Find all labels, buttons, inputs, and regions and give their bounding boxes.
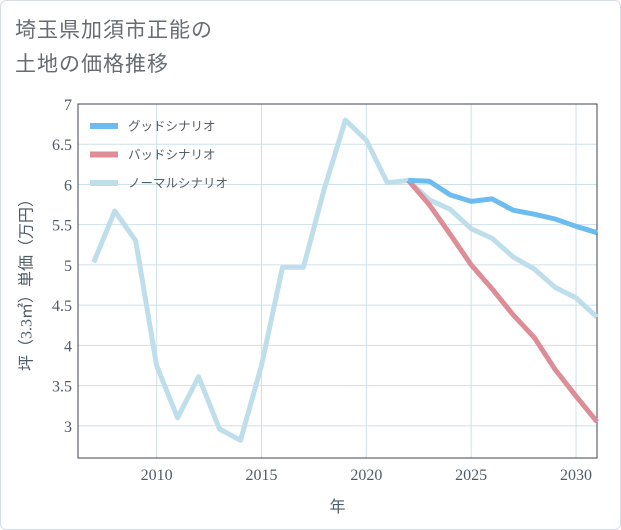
- y-tick-label: 3: [64, 419, 72, 436]
- legend-label-1: グッドシナリオ: [128, 120, 216, 134]
- y-tick-label: 7: [64, 97, 72, 114]
- y-tick-label: 3.5: [52, 379, 72, 396]
- y-tick-label: 4: [64, 338, 72, 355]
- x-tick-label: 2020: [350, 467, 382, 484]
- x-tick-label: 2030: [560, 467, 592, 484]
- series-line-1: [408, 177, 598, 236]
- y-axis-title: 坪（3.3㎡）単価（万円）: [18, 191, 36, 371]
- x-tick-label: 2010: [141, 467, 173, 484]
- legend-label-2: バッドシナリオ: [128, 148, 216, 162]
- y-axis-ticks: 3 3.5 4 4.5 5 5.5 6 6.5 7: [52, 97, 72, 436]
- x-axis-ticks: 2010 2015 2020 2025 2030: [141, 467, 592, 484]
- x-axis-title: 年: [329, 498, 345, 516]
- chart-title: 埼玉県加須市正能の 土地の価格推移: [15, 13, 335, 81]
- x-tick-label: 2015: [245, 467, 277, 484]
- x-tick-label: 2025: [455, 467, 487, 484]
- y-tick-label: 5.5: [52, 218, 72, 235]
- chart-title-line-1: 埼玉県加須市正能の: [15, 18, 213, 42]
- y-tick-label: 5: [64, 258, 72, 275]
- plot-area-border: [77, 103, 598, 459]
- series-line-2: [406, 178, 599, 424]
- legend-label-3: ノーマルシナリオ: [128, 177, 228, 191]
- series-lines: [91, 117, 599, 443]
- y-tick-label: 6: [64, 177, 72, 194]
- y-tick-label: 6.5: [52, 137, 72, 154]
- series-line-3: [91, 117, 599, 443]
- y-tick-label: 4.5: [52, 298, 72, 315]
- chart-title-line-2: 土地の価格推移: [15, 52, 169, 76]
